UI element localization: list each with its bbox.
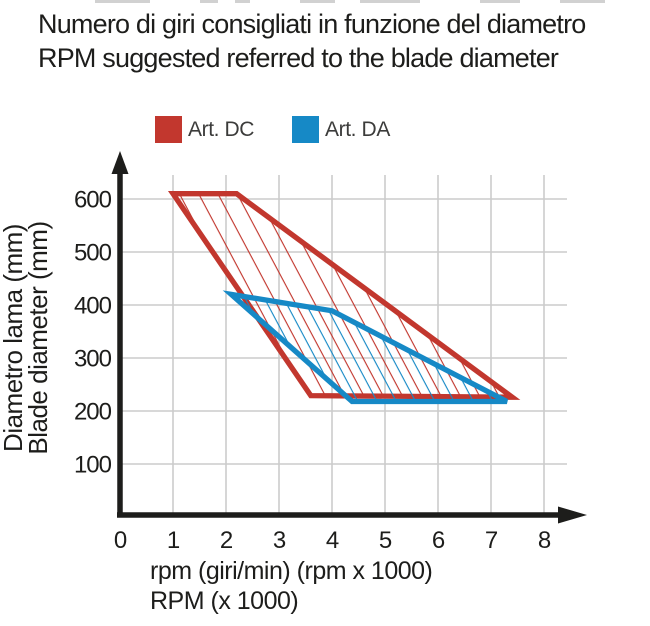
y-tick-label: 400	[74, 293, 112, 320]
x-tick-label: 5	[379, 527, 392, 554]
chart-title: Numero di giri consigliati in funzione d…	[38, 7, 586, 75]
legend-label-da: Art. DA	[325, 117, 390, 141]
legend-label-dc: Art. DC	[188, 117, 255, 141]
x-tick-label: 1	[167, 527, 180, 554]
x-tick-label: 7	[485, 527, 498, 554]
x-tick-label: 4	[326, 527, 339, 554]
x-tick-label: 6	[432, 527, 445, 554]
x-tick-label: 8	[538, 527, 551, 554]
y-tick-label: 200	[74, 399, 112, 426]
x-axis-label: rpm (giri/min) (rpm x 1000) RPM (x 1000)	[150, 556, 433, 616]
legend-item-da: Art. DA	[292, 116, 390, 143]
x-axis-label-english: RPM (x 1000)	[150, 587, 299, 615]
top-crop-artifact	[200, 0, 218, 3]
y-tick-label: 100	[74, 452, 112, 479]
y-tick-label: 500	[74, 240, 112, 267]
top-crop-artifact	[95, 0, 150, 3]
x-axis-arrow	[558, 506, 587, 524]
legend-item-dc: Art. DC	[155, 116, 254, 143]
y-tick-label: 600	[74, 187, 112, 214]
chart-title-italian: Numero di giri consigliati in funzione d…	[38, 9, 586, 39]
y-axis-label: Diametro lama (mm) Blade diameter (mm)	[0, 221, 53, 455]
top-crop-artifact	[360, 0, 420, 3]
x-tick-label: 0	[114, 527, 127, 554]
x-tick-label: 2	[220, 527, 233, 554]
y-tick-label: 300	[74, 346, 112, 373]
y-axis-arrow	[111, 151, 129, 174]
top-crop-artifact	[480, 0, 520, 3]
top-crop-artifact	[235, 0, 250, 3]
top-crop-artifact	[300, 0, 335, 3]
series-region-dc	[167, 191, 521, 400]
legend-swatch-da	[292, 116, 320, 143]
chart-title-english: RPM suggested referred to the blade diam…	[38, 43, 559, 73]
x-tick-label: 3	[273, 527, 286, 554]
legend-swatch-dc	[155, 116, 182, 143]
series-region-da	[222, 290, 509, 405]
top-crop-artifact	[560, 0, 605, 3]
legend: Art. DC Art. DA	[155, 116, 390, 143]
y-axis-label-english: Blade diameter (mm)	[23, 221, 53, 455]
x-axis-label-italian: rpm (giri/min) (rpm x 1000)	[150, 557, 433, 585]
